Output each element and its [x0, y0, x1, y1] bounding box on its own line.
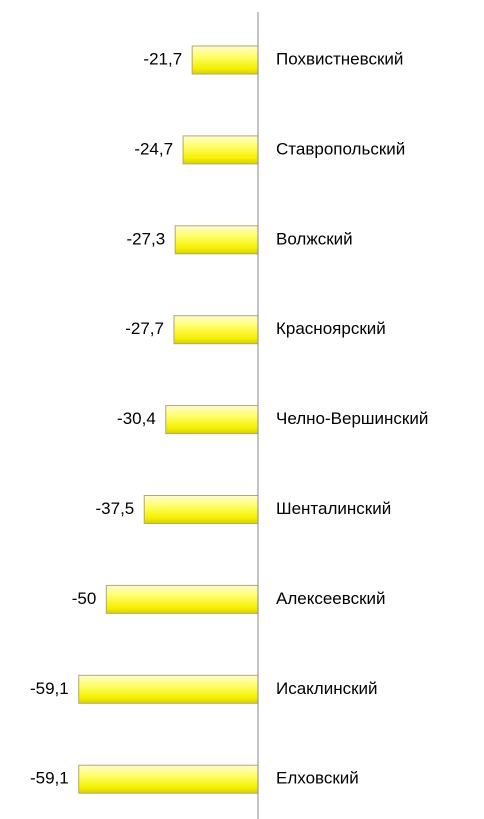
bar	[191, 45, 259, 75]
value-label: -27,7	[125, 319, 164, 338]
value-label: -21,7	[143, 49, 182, 68]
value-label: -59,1	[30, 769, 69, 788]
bar	[173, 315, 259, 345]
bar	[105, 584, 259, 614]
category-label: Красноярский	[276, 319, 386, 338]
value-label: -27,3	[126, 229, 165, 248]
bar	[174, 225, 259, 255]
category-label: Исаклинский	[276, 679, 378, 698]
value-label: -37,5	[96, 499, 135, 518]
category-label: Ставропольский	[276, 139, 405, 158]
bar	[78, 764, 259, 794]
category-label: Елховский	[276, 769, 359, 788]
bar	[165, 405, 259, 435]
bar	[182, 135, 259, 165]
value-label: -30,4	[117, 409, 156, 428]
bar	[78, 674, 259, 704]
category-label: Шенталинский	[276, 499, 391, 518]
value-label: -50	[72, 589, 97, 608]
bar	[143, 495, 259, 524]
value-label: -59,1	[30, 679, 69, 698]
category-label: Челно-Вершинский	[276, 409, 428, 428]
value-label: -24,7	[134, 139, 173, 158]
category-label: Похвистневский	[276, 49, 403, 68]
category-label: Алексеевский	[276, 589, 386, 608]
category-label: Волжский	[276, 229, 353, 248]
